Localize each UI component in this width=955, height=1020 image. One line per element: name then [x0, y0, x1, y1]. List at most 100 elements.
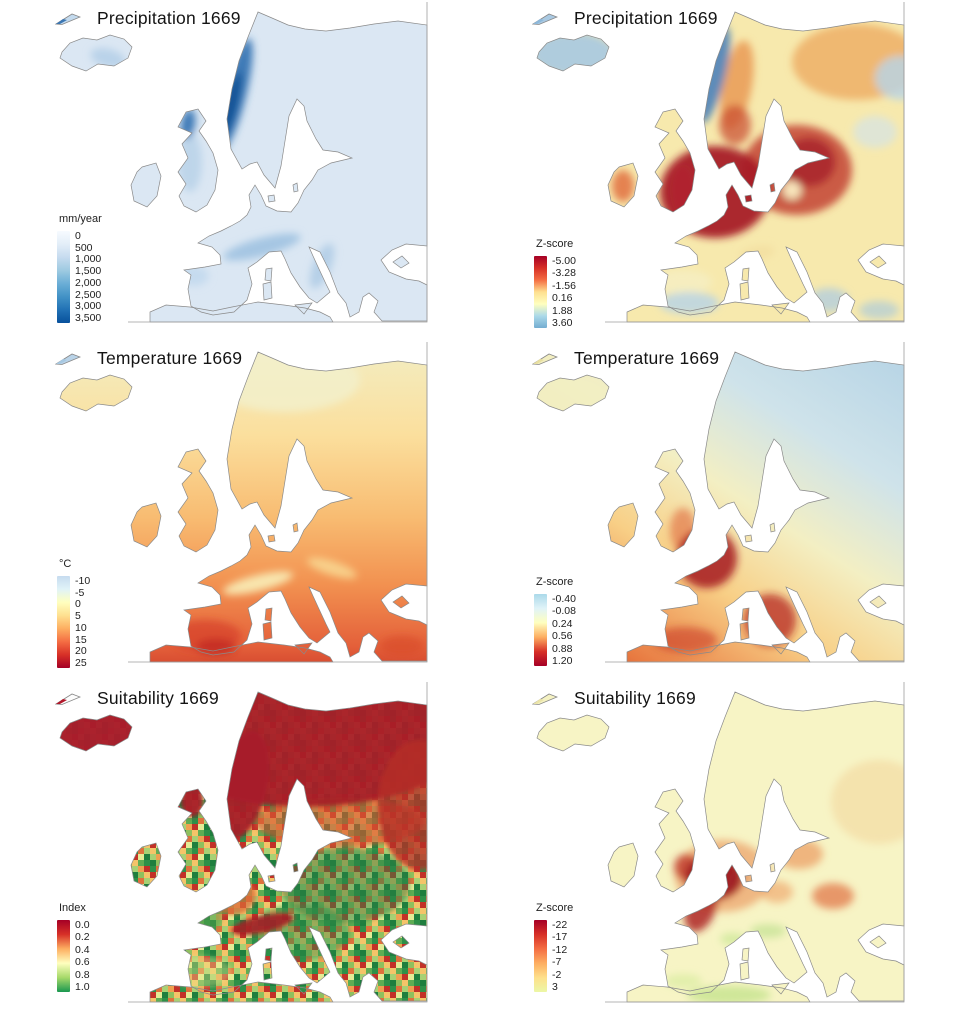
legend-title: Z-score	[536, 238, 574, 250]
legend-tick-label: 0.88	[552, 642, 573, 655]
legend-tick-label: 500	[75, 241, 93, 254]
map-fragment-icon	[532, 693, 558, 705]
map-fragment-icon	[55, 353, 81, 365]
legend-tick-label: 2,000	[75, 276, 102, 289]
legend-ticks: -0.40 -0.08 0.24 0.56 0.88 1.20	[552, 594, 576, 666]
legend-tick-label: 1.0	[75, 980, 90, 993]
legend-title: °C	[59, 558, 72, 570]
panel-title: Precipitation 1669	[574, 8, 718, 28]
panel-precipitation-zscore: Precipitation 1669 Z-score -5.00 -3.28 -1.…	[477, 0, 955, 340]
panel-temperature-absolute: Temperature 1669 °C -10 -5 0 5 10 15 20 25	[0, 340, 477, 680]
panel-title: Temperature 1669	[574, 348, 720, 368]
legend-tick-label: 20	[75, 645, 87, 658]
legend-tick-label: -1.56	[552, 279, 576, 292]
legend-tick-label: 3.60	[552, 316, 573, 329]
legend-tick-label: 1,500	[75, 265, 102, 278]
europe-map	[0, 682, 477, 1020]
legend-ticks: -5.00 -3.28 -1.56 0.16 1.88 3.60	[552, 256, 576, 328]
legend-tick-label: 0.24	[552, 617, 573, 630]
panel-title: Suitability 1669	[574, 688, 696, 708]
legend-tick-label: -22	[552, 919, 568, 931]
legend-tick-label: -0.40	[552, 593, 576, 605]
legend-tick-label: 0.4	[75, 943, 90, 956]
map-frame	[128, 682, 428, 1003]
legend-tick-label: 5	[75, 610, 81, 623]
panel-title-row: Precipitation 1669	[532, 8, 718, 29]
legend-tick-label: 0	[75, 598, 81, 611]
europe-map	[477, 2, 954, 340]
legend-tick-label: 0.56	[552, 630, 573, 643]
legend-title: mm/year	[59, 213, 102, 225]
panel-title-row: Temperature 1669	[532, 348, 719, 369]
panel-title: Temperature 1669	[97, 348, 243, 368]
legend: °C -10 -5 0 5 10 15 20 25	[57, 558, 90, 668]
legend-title: Z-score	[536, 902, 574, 914]
legend-ticks: 0.0 0.2 0.4 0.6 0.8 1.0	[75, 920, 90, 992]
legend-tick-label: 3,500	[75, 311, 102, 324]
panel-title-row: Suitability 1669	[55, 688, 219, 709]
legend-tick-label: -2	[552, 968, 562, 981]
legend-ticks: -22 -17 -12 -7 -2 3	[552, 920, 567, 992]
legend-title: Z-score	[536, 576, 574, 588]
legend-tick-label: 0.2	[75, 931, 90, 944]
legend-tick-label: 1.20	[552, 654, 573, 667]
legend-tick-label: 0.6	[75, 956, 90, 969]
legend-tick-label: 1.88	[552, 304, 573, 317]
panel-suitability-index: Suitability 1669 Index 0.0 0.2 0.4 0.6 0.8 1.…	[0, 680, 477, 1020]
europe-map	[477, 682, 954, 1020]
panel-temperature-zscore: Temperature 1669 Z-score -0.40 -0.08 0.24 0…	[477, 340, 955, 680]
legend-tick-label: 0.0	[75, 919, 90, 931]
legend-tick-label: 15	[75, 633, 87, 646]
legend-colorbar	[57, 576, 70, 668]
legend-tick-label: -17	[552, 931, 568, 944]
legend: Z-score -5.00 -3.28 -1.56 0.16 1.88 3.60	[534, 238, 576, 328]
legend-tick-label: -12	[552, 943, 568, 956]
legend-tick-label: -0.08	[552, 605, 576, 618]
legend-tick-label: -3.28	[552, 267, 576, 280]
legend-title: Index	[59, 902, 86, 914]
map-fragment-icon	[532, 353, 558, 365]
panel-title-row: Temperature 1669	[55, 348, 242, 369]
legend-tick-label: 1,000	[75, 253, 102, 266]
legend-colorbar	[534, 594, 547, 666]
panel-title: Suitability 1669	[97, 688, 219, 708]
legend-tick-label: -10	[75, 575, 91, 587]
legend-colorbar	[534, 920, 547, 992]
panel-title-row: Suitability 1669	[532, 688, 696, 709]
map-frame	[128, 342, 428, 663]
panel-title: Precipitation 1669	[97, 8, 241, 28]
legend-tick-label: 25	[75, 656, 87, 669]
legend: mm/year 0 500 1,000 1,500 2,000 2,500 3,000 3,5…	[57, 213, 102, 323]
map-fragment-icon	[55, 13, 81, 25]
europe-map	[0, 342, 477, 680]
europe-map	[477, 342, 954, 680]
legend-tick-label: 10	[75, 621, 87, 634]
legend-tick-label: 0.16	[552, 292, 573, 305]
map-frame	[605, 682, 905, 1003]
map-fragment-icon	[532, 13, 558, 25]
legend-tick-label: 3	[552, 980, 558, 993]
panel-precipitation-absolute: Precipitation 1669 mm/year 0 500 1,000 1,50…	[0, 0, 477, 340]
map-frame	[605, 2, 905, 323]
legend-ticks: 0 500 1,000 1,500 2,000 2,500 3,000 3,500	[75, 231, 101, 323]
legend-colorbar	[57, 920, 70, 992]
map-frame	[128, 2, 428, 323]
panel-title-row: Precipitation 1669	[55, 8, 241, 29]
legend-tick-label: -5.00	[552, 255, 576, 267]
legend-tick-label: 3,000	[75, 300, 102, 313]
legend-tick-label: -5	[75, 586, 85, 599]
legend-tick-label: 0	[75, 230, 81, 242]
legend-tick-label: -7	[552, 956, 562, 969]
legend-colorbar	[57, 231, 70, 323]
legend-colorbar	[534, 256, 547, 328]
legend-tick-label: 0.8	[75, 968, 90, 981]
europe-map	[0, 2, 477, 340]
legend: Z-score -0.40 -0.08 0.24 0.56 0.88 1.20	[534, 576, 576, 666]
legend-tick-label: 2,500	[75, 288, 102, 301]
legend-ticks: -10 -5 0 5 10 15 20 25	[75, 576, 90, 668]
map-frame	[605, 342, 905, 663]
panel-suitability-zscore: Suitability 1669 Z-score -22 -17 -12 -7 -2 3	[477, 680, 955, 1020]
legend: Z-score -22 -17 -12 -7 -2 3	[534, 902, 573, 992]
